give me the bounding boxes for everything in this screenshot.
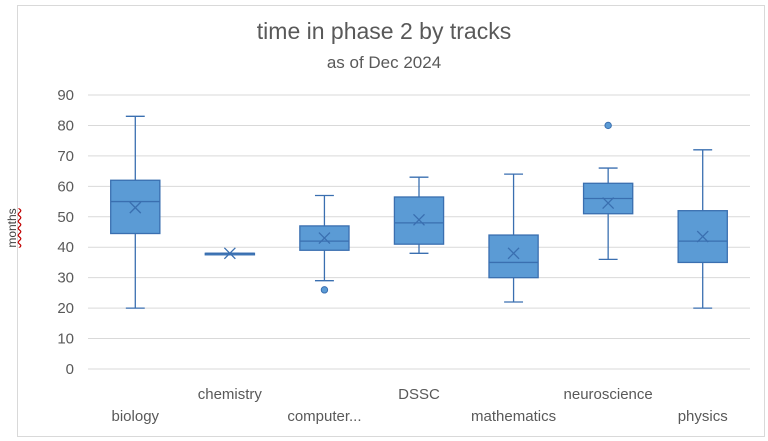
y-tick-label: 10: [57, 331, 74, 348]
mean-marker: [318, 232, 331, 245]
y-tick-label: 30: [57, 270, 74, 287]
mean-marker: [696, 230, 709, 243]
y-tick-label: 70: [57, 148, 74, 165]
outlier-point: [604, 121, 612, 130]
iqr-box: [488, 234, 539, 279]
chart-title: time in phase 2 by tracks: [256, 18, 512, 44]
x-category-label: neuroscience: [564, 386, 653, 403]
mean-marker: [223, 247, 236, 260]
mean-marker: [507, 247, 520, 260]
x-category-label: mathematics: [471, 408, 556, 425]
chart-subtitle: as of Dec 2024: [326, 53, 442, 72]
y-tick-label: 50: [57, 209, 74, 226]
x-category-label: computer...: [287, 408, 361, 425]
y-tick-label: 0: [66, 361, 74, 378]
mean-marker: [602, 197, 615, 210]
x-category-label: DSSC: [398, 386, 440, 403]
mean-marker: [129, 201, 142, 214]
x-category-label: biology: [112, 408, 160, 425]
iqr-box: [299, 225, 350, 251]
y-tick-label: 80: [57, 117, 74, 134]
x-category-label: physics: [678, 408, 728, 425]
x-category-label: chemistry: [198, 386, 263, 403]
y-tick-label: 60: [57, 178, 74, 195]
outlier-point: [320, 286, 329, 294]
y-tick-label: 20: [57, 300, 74, 317]
mean-marker: [413, 213, 425, 226]
y-tick-label: 40: [57, 239, 74, 256]
y-tick-label: 90: [57, 87, 74, 104]
